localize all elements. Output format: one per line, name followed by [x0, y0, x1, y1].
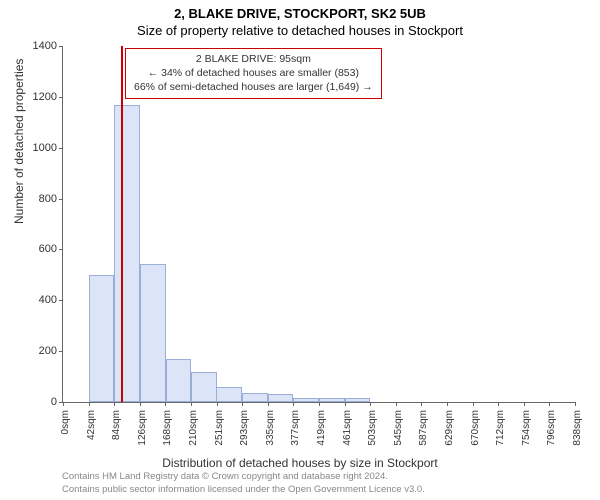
x-tick-mark [396, 402, 397, 406]
chart-title-desc: Size of property relative to detached ho… [0, 21, 600, 42]
x-tick-label: 419sqm [316, 410, 327, 446]
x-tick-mark [191, 402, 192, 406]
x-tick-mark [114, 402, 115, 406]
x-tick-mark [140, 402, 141, 406]
x-tick-mark [447, 402, 448, 406]
chart-title-address: 2, BLAKE DRIVE, STOCKPORT, SK2 5UB [0, 0, 600, 21]
footer-line1: Contains HM Land Registry data © Crown c… [62, 471, 425, 483]
histogram-bar [166, 359, 192, 402]
property-marker-line [121, 46, 123, 402]
footer-attribution: Contains HM Land Registry data © Crown c… [62, 471, 425, 496]
y-tick-mark [59, 199, 63, 200]
x-tick-label: 838sqm [572, 410, 583, 446]
x-axis-label: Distribution of detached houses by size … [0, 456, 600, 470]
histogram-bar [191, 372, 217, 403]
x-tick-label: 126sqm [137, 410, 148, 446]
x-tick-label: 42sqm [86, 410, 97, 440]
y-axis-label: Number of detached properties [12, 59, 26, 224]
x-tick-mark [217, 402, 218, 406]
x-tick-mark [370, 402, 371, 406]
y-tick-label: 1000 [33, 142, 57, 154]
histogram-bar [114, 105, 140, 402]
x-tick-mark [268, 402, 269, 406]
y-tick-mark [59, 351, 63, 352]
x-tick-label: 712sqm [495, 410, 506, 446]
x-tick-label: 461sqm [342, 410, 353, 446]
x-tick-mark [498, 402, 499, 406]
x-tick-label: 670sqm [470, 410, 481, 446]
footer-line2: Contains public sector information licen… [62, 484, 425, 496]
x-tick-mark [473, 402, 474, 406]
y-tick-label: 1200 [33, 91, 57, 103]
y-tick-label: 400 [39, 294, 57, 306]
histogram-bar [89, 275, 115, 402]
info-line2: ← 34% of detached houses are smaller (85… [134, 66, 373, 80]
chart-area: 02004006008001000120014000sqm42sqm84sqm1… [62, 46, 574, 402]
x-tick-mark [63, 402, 64, 406]
x-tick-label: 168sqm [162, 410, 173, 446]
x-tick-label: 503sqm [367, 410, 378, 446]
histogram-bar [319, 398, 345, 402]
y-tick-label: 800 [39, 193, 57, 205]
x-tick-mark [319, 402, 320, 406]
x-tick-label: 629sqm [444, 410, 455, 446]
x-tick-label: 545sqm [393, 410, 404, 446]
x-tick-mark [242, 402, 243, 406]
x-tick-mark [549, 402, 550, 406]
info-line1: 2 BLAKE DRIVE: 95sqm [134, 52, 373, 66]
x-tick-mark [293, 402, 294, 406]
histogram-bar [293, 398, 319, 402]
y-tick-label: 600 [39, 243, 57, 255]
y-tick-mark [59, 97, 63, 98]
x-tick-label: 0sqm [60, 410, 71, 434]
plot-region: 02004006008001000120014000sqm42sqm84sqm1… [62, 46, 575, 403]
x-tick-label: 796sqm [546, 410, 557, 446]
histogram-bar [216, 387, 242, 402]
x-tick-label: 84sqm [111, 410, 122, 440]
info-line3: 66% of semi-detached houses are larger (… [134, 80, 373, 94]
y-tick-mark [59, 148, 63, 149]
histogram-bar [345, 398, 371, 402]
histogram-bar [242, 393, 268, 402]
x-tick-label: 210sqm [188, 410, 199, 446]
x-tick-mark [575, 402, 576, 406]
y-tick-mark [59, 46, 63, 47]
x-tick-mark [165, 402, 166, 406]
y-tick-label: 200 [39, 345, 57, 357]
histogram-bar [140, 264, 166, 402]
x-tick-label: 335sqm [265, 410, 276, 446]
y-tick-mark [59, 300, 63, 301]
x-tick-mark [89, 402, 90, 406]
x-tick-label: 587sqm [418, 410, 429, 446]
y-tick-label: 0 [51, 396, 57, 408]
histogram-bar [268, 394, 294, 402]
info-box: 2 BLAKE DRIVE: 95sqm← 34% of detached ho… [125, 48, 382, 99]
y-tick-label: 1400 [33, 40, 57, 52]
x-tick-mark [524, 402, 525, 406]
x-tick-label: 754sqm [521, 410, 532, 446]
x-tick-mark [345, 402, 346, 406]
chart-container: 2, BLAKE DRIVE, STOCKPORT, SK2 5UB Size … [0, 0, 600, 500]
y-tick-mark [59, 249, 63, 250]
x-tick-label: 293sqm [239, 410, 250, 446]
x-tick-label: 251sqm [214, 410, 225, 446]
x-tick-label: 377sqm [290, 410, 301, 446]
x-tick-mark [421, 402, 422, 406]
